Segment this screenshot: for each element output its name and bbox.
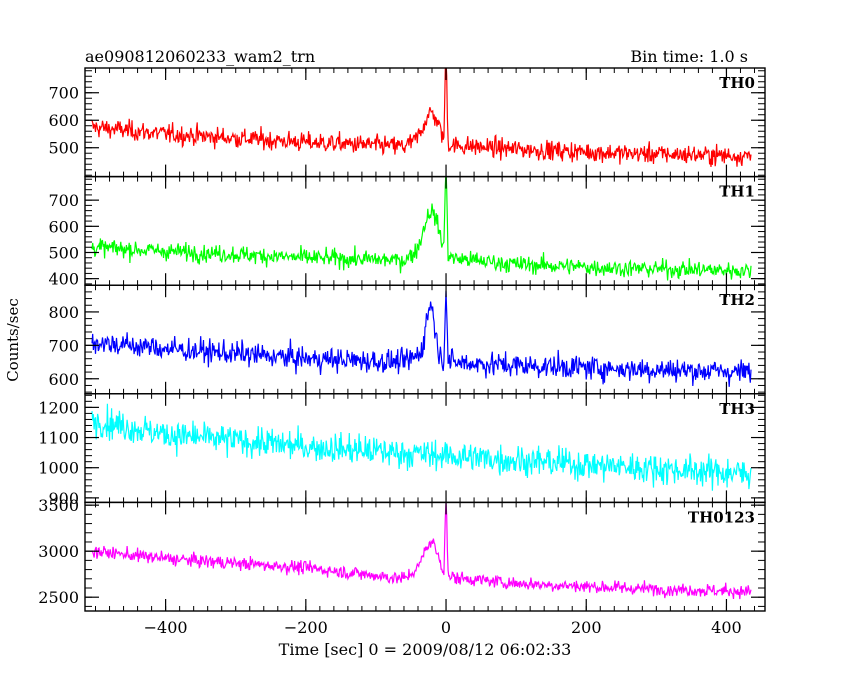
panel-label-th0123: TH0123 xyxy=(688,508,755,526)
x-tick-label: 400 xyxy=(711,618,742,637)
panel-th2: 600 700 800 TH2 xyxy=(48,284,766,395)
y-tick-label: 700 xyxy=(48,336,79,355)
panel-th0123: 2500 3000 3500 TH0123 xyxy=(38,496,766,612)
panel-frame xyxy=(84,501,766,612)
x-tick-label: −200 xyxy=(284,618,328,637)
y-tick-label: 800 xyxy=(48,303,79,322)
panel-frame xyxy=(84,175,766,286)
y-tick-label: 3000 xyxy=(38,542,79,561)
panel-label-th2: TH2 xyxy=(719,291,755,309)
series-line-th2 xyxy=(91,290,752,387)
series-line-th0 xyxy=(91,68,752,168)
y-tick-label: 1000 xyxy=(38,459,79,478)
y-tick-label: 500 xyxy=(48,139,79,158)
chart-title: ae090812060233_wam2_trn xyxy=(85,47,315,66)
y-tick-label: 500 xyxy=(48,243,79,262)
series-line-th3 xyxy=(91,403,752,491)
x-tick-label: 200 xyxy=(571,618,602,637)
y-tick-label: 600 xyxy=(48,370,79,389)
x-tick-label: −400 xyxy=(144,618,188,637)
panel-th3: 900 1000 1100 1200 TH3 xyxy=(38,393,766,508)
series-line-th0123 xyxy=(91,502,752,600)
panel-label-th1: TH1 xyxy=(719,183,755,201)
y-tick-label: 700 xyxy=(48,191,79,210)
panels-group: 500 600 700 TH0 400 500 600 700 TH1 600 700 800 TH2 9… xyxy=(38,67,766,637)
x-tick-label: 0 xyxy=(441,618,451,637)
y-tick-label: 400 xyxy=(48,270,79,289)
y-tick-label: 600 xyxy=(48,111,79,130)
y-tick-label: 1100 xyxy=(38,429,79,448)
x-axis-label: Time [sec] 0 = 2009/08/12 06:02:33 xyxy=(279,640,572,659)
y-axis-label: Counts/sec xyxy=(4,298,22,382)
panel-label-th0: TH0 xyxy=(719,74,755,92)
panel-label-th3: TH3 xyxy=(719,400,755,418)
panel-th0: 500 600 700 TH0 xyxy=(48,67,766,178)
panel-th1: 400 500 600 700 TH1 xyxy=(48,175,766,289)
y-tick-label: 600 xyxy=(48,217,79,236)
y-tick-label: 2500 xyxy=(38,588,79,607)
y-tick-label: 3500 xyxy=(38,496,79,515)
series-line-th1 xyxy=(91,176,752,281)
bin-time-label: Bin time: 1.0 s xyxy=(630,47,748,66)
y-tick-label: 900 xyxy=(48,489,79,508)
y-tick-label: 1200 xyxy=(38,398,79,417)
y-tick-label: 700 xyxy=(48,84,79,103)
